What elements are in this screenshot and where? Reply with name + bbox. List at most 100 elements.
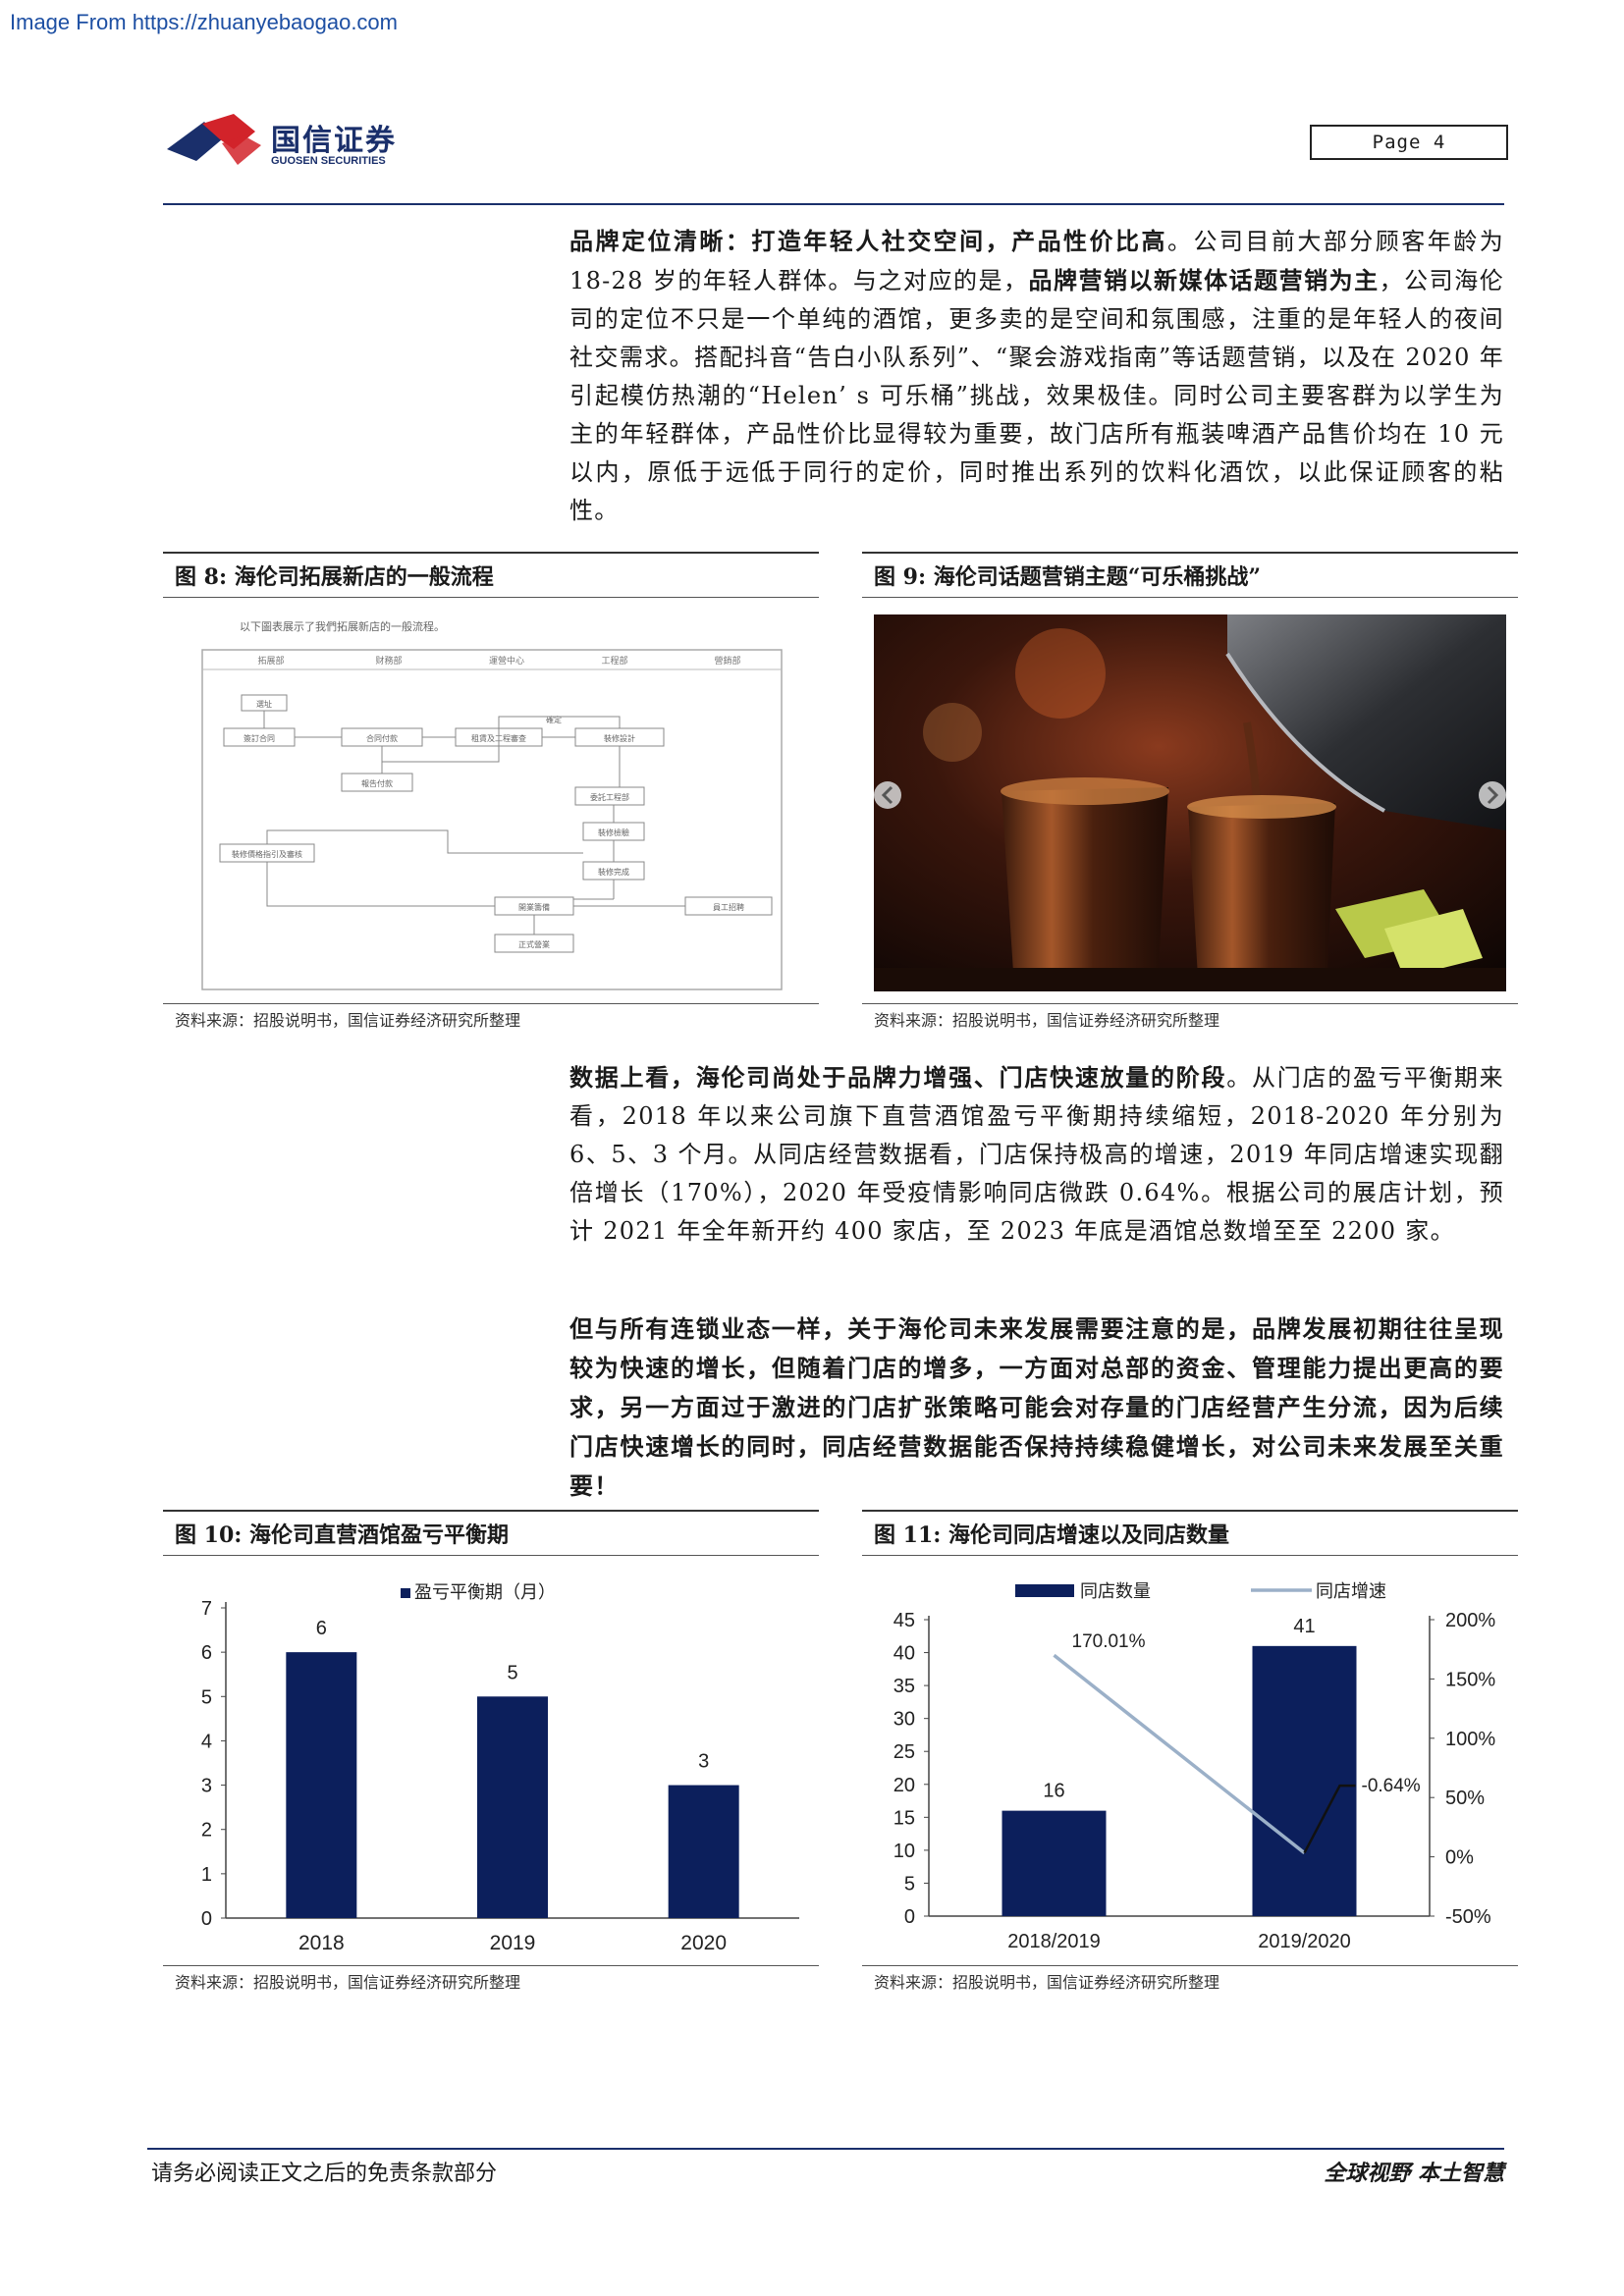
bar-value-label: 3 <box>698 1751 709 1773</box>
fig10-top-rule <box>163 1510 819 1512</box>
bar <box>1252 1645 1357 1916</box>
flowchart-label-report: 報告付款 <box>361 778 393 788</box>
bar <box>477 1696 548 1918</box>
fig9-photo <box>874 614 1506 991</box>
left-tick-label: 10 <box>893 1841 915 1862</box>
bar-value-label: 6 <box>316 1618 327 1639</box>
flowchart-label-site: 選址 <box>256 699 272 709</box>
fig8-bottom-rule <box>163 1003 819 1004</box>
breakeven-chart: 0 1 2 3 4 5 6 7 6 2018 5 2019 3 2020 盈亏平衡期（月） <box>201 1582 799 1954</box>
growth-line <box>1053 1653 1306 1854</box>
flowchart-diagram: 以下圖表展示了我們拓展新店的一般流程。 拓展部 财務部 運營中心 工程部 營銷部… <box>201 619 783 990</box>
flowchart-label-delegate: 委託工程部 <box>590 792 629 802</box>
x-tick-label: 2019/2020 <box>1258 1931 1351 1952</box>
fig11-source: 资料来源：招股说明书，国信证券经济研究所整理 <box>874 1973 1220 1992</box>
flowchart-column-3: 運營中心 <box>489 655 524 666</box>
page-number: Page 4 <box>1310 125 1508 160</box>
left-tick-label: 20 <box>893 1775 915 1796</box>
fig8-source: 资料来源：招股说明书，国信证券经济研究所整理 <box>175 1011 521 1030</box>
fig9-top-rule <box>862 552 1518 554</box>
paragraph-brand-positioning: 品牌定位清晰：打造年轻人社交空间，产品性价比高。公司目前大部分顾客年龄为 18-… <box>569 222 1504 530</box>
flowchart-label-guide: 裝修價格指引及審核 <box>232 849 302 859</box>
legend-label-line: 同店增速 <box>1316 1581 1386 1601</box>
bar <box>1001 1810 1107 1916</box>
fig11-bottom-rule <box>862 1965 1518 1966</box>
y-tick-label: 4 <box>201 1731 212 1752</box>
fig11-chart: 0 5 10 15 20 25 30 35 40 45 -50% 0% 50% 100% 150% 200% 1… <box>862 1561 1518 1963</box>
para1-text-2: ，公司海伦司的定位不只是一个单纯的酒馆，更多卖的是空间和氛围感，注重的是年轻人的… <box>569 267 1504 524</box>
flowchart-label-inspect: 裝修檢驗 <box>598 828 629 837</box>
bar-value-label: 41 <box>1293 1616 1315 1637</box>
source-watermark[interactable]: Image From https://zhuanyebaogao.com <box>10 10 398 34</box>
logo-english-name: GUOSEN SECURITIES <box>271 155 386 167</box>
left-tick-label: 30 <box>893 1709 915 1731</box>
legend-swatch <box>401 1588 410 1598</box>
bar <box>286 1652 357 1918</box>
bar <box>668 1785 739 1918</box>
paragraph-data-view: 数据上看，海伦司尚处于品牌力增强、门店快速放量的阶段。从门店的盈亏平衡期来看，2… <box>569 1058 1504 1251</box>
footer-disclaimer: 请务必阅读正文之后的免责条款部分 <box>151 2162 498 2186</box>
fig9-bottom-rule <box>862 1003 1518 1004</box>
fig8-title: 图 8: 海伦司拓展新店的一般流程 <box>175 564 494 590</box>
cola-bucket-photo <box>874 614 1506 991</box>
left-tick-label: 15 <box>893 1807 915 1829</box>
para2-text-1: 。从门店的盈亏平衡期来看，2018 年以来公司旗下直营酒馆盈亏平衡期持续缩短，2… <box>569 1064 1504 1245</box>
bar-value-label: 5 <box>507 1662 517 1683</box>
logo-chinese-name: 国信证券 <box>271 124 397 158</box>
flowchart-frame <box>201 649 783 990</box>
footer-slogan: 全球视野 本土智慧 <box>1324 2161 1504 2186</box>
para1-text-1: 。公司目前大部分顾客年龄为 18-28 岁的年轻人群体。与之对应的是， <box>569 228 1504 294</box>
x-tick-label: 2018 <box>298 1932 345 1954</box>
flowchart-intro: 以下圖表展示了我們拓展新店的一般流程。 <box>240 619 445 633</box>
left-tick-label: 0 <box>904 1906 915 1928</box>
right-tick-label: 200% <box>1445 1610 1495 1631</box>
fig11-title: 图 11: 海伦司同店增速以及同店数量 <box>874 1522 1230 1548</box>
flowchart-label-payment: 合同付款 <box>366 733 398 743</box>
fig9-title: 图 9: 海伦司话题营销主题“可乐桶挑战” <box>874 564 1262 590</box>
fig10-source: 资料来源：招股说明书，国信证券经济研究所整理 <box>175 1973 521 1992</box>
line-value-label: -0.64% <box>1362 1776 1421 1796</box>
header-rule <box>163 203 1504 205</box>
fig8-top-rule <box>163 552 819 554</box>
para2-bold-1: 数据上看，海伦司尚处于品牌力增强、门店快速放量的阶段 <box>569 1063 1227 1092</box>
y-tick-label: 2 <box>201 1820 212 1842</box>
right-tick-label: 150% <box>1445 1669 1495 1690</box>
left-tick-label: 45 <box>893 1610 915 1631</box>
right-tick-label: 50% <box>1445 1788 1485 1809</box>
flowchart-connectors <box>263 711 685 934</box>
flowchart-label-staff: 員工招聘 <box>713 902 744 912</box>
left-tick-label: 25 <box>893 1741 915 1763</box>
left-tick-label: 40 <box>893 1643 915 1665</box>
legend-swatch-bar <box>1015 1584 1074 1597</box>
para1-bold-1: 品牌定位清晰：打造年轻人社交空间，产品性价比高 <box>569 227 1167 255</box>
guosen-logo-icon <box>167 114 261 165</box>
fig10-bottom-rule <box>163 1965 819 1966</box>
flowchart-column-5: 營銷部 <box>714 655 740 666</box>
fig11-top-rule <box>862 1510 1518 1512</box>
carousel-prev-icon <box>874 781 901 809</box>
flowchart-label-design: 裝修設計 <box>604 733 635 743</box>
right-tick-label: -50% <box>1445 1906 1491 1928</box>
paragraph-risk-note: 但与所有连锁业态一样，关于海伦司未来发展需要注意的是，品牌发展初期往往呈现较为快… <box>569 1309 1504 1506</box>
x-tick-label: 2018/2019 <box>1007 1931 1101 1952</box>
flowchart-column-4: 工程部 <box>601 655 627 666</box>
line-value-label: 170.01% <box>1072 1631 1146 1652</box>
fig11-title-rule <box>862 1555 1518 1556</box>
flowchart-label-complete: 裝修完成 <box>598 867 629 877</box>
fig10-title-rule <box>163 1555 819 1556</box>
para3-bold: 但与所有连锁业态一样，关于海伦司未来发展需要注意的是，品牌发展初期往往呈现较为快… <box>569 1314 1504 1500</box>
y-tick-label: 7 <box>201 1598 212 1620</box>
legend-label-bar: 同店数量 <box>1080 1581 1151 1601</box>
flowchart-box-report <box>341 773 413 792</box>
fig8-flowchart: 以下圖表展示了我們拓展新店的一般流程。 拓展部 财務部 運營中心 工程部 營銷部… <box>163 605 819 1001</box>
x-tick-label: 2019 <box>490 1932 536 1954</box>
fig10-chart: 0 1 2 3 4 5 6 7 6 2018 5 2019 3 2020 盈亏平衡期（月） <box>163 1561 819 1963</box>
guosen-logo: 国信证券 GUOSEN SECURITIES <box>165 110 410 179</box>
flowchart-box-delegate <box>574 786 645 806</box>
flowchart-label-prep: 開業籌備 <box>518 902 550 912</box>
y-tick-label: 1 <box>201 1864 212 1886</box>
left-tick-label: 5 <box>904 1873 915 1895</box>
flowchart-column-2: 财務部 <box>375 655 402 666</box>
y-tick-label: 3 <box>201 1776 212 1797</box>
fig8-title-rule <box>163 597 819 598</box>
